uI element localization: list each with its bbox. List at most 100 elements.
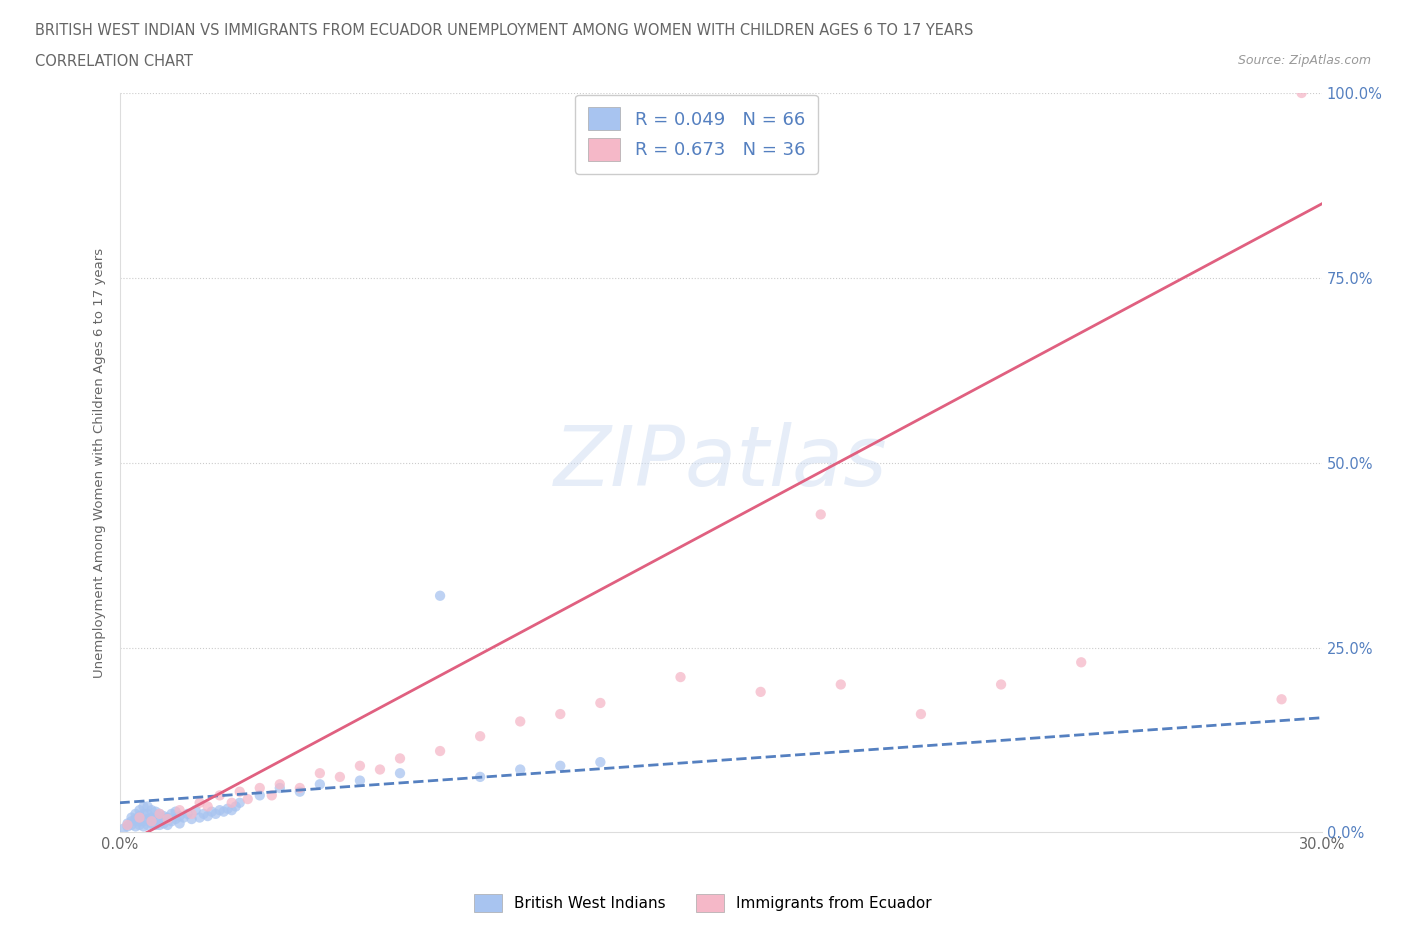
Point (249, 780, 271, 795)
Point (309, 765, 332, 780)
Point (468, 729, 492, 744)
Point (165, 804, 187, 819)
Point (329, 769, 352, 784)
Point (149, 817, 172, 832)
Point (156, 817, 179, 832)
Point (589, 754, 612, 769)
Point (180, 806, 202, 821)
Point (269, 777, 291, 791)
Point (184, 803, 207, 817)
Legend: R = 0.049   N = 66, R = 0.673   N = 36: R = 0.049 N = 66, R = 0.673 N = 36 (575, 95, 818, 174)
Point (1271, 692, 1294, 707)
Point (132, 819, 155, 834)
Point (810, 507, 832, 522)
Point (288, 784, 311, 799)
Point (141, 814, 163, 829)
Point (468, 769, 492, 784)
Point (152, 809, 174, 824)
Point (197, 809, 219, 824)
Point (228, 795, 252, 810)
Point (121, 810, 143, 825)
Point (112, 821, 135, 836)
Point (212, 804, 235, 819)
Point (910, 707, 932, 722)
Point (368, 762, 391, 777)
Point (204, 806, 226, 821)
Point (128, 817, 150, 832)
Point (180, 812, 202, 827)
Point (1070, 655, 1092, 670)
Point (208, 803, 231, 817)
Point (429, 589, 451, 604)
Point (145, 812, 167, 827)
Point (141, 816, 163, 830)
Point (160, 814, 183, 829)
Point (749, 684, 772, 699)
Point (156, 810, 179, 825)
Point (429, 744, 451, 759)
Point (124, 819, 146, 834)
Point (152, 816, 174, 830)
Point (990, 677, 1012, 692)
Point (288, 780, 311, 795)
Point (173, 810, 195, 825)
Point (221, 803, 243, 817)
Point (121, 814, 143, 829)
Point (124, 812, 146, 827)
Point (176, 806, 198, 821)
Point (132, 806, 155, 821)
Text: CORRELATION CHART: CORRELATION CHART (35, 54, 193, 69)
Text: Source: ZipAtlas.com: Source: ZipAtlas.com (1237, 54, 1371, 67)
Point (188, 810, 211, 825)
Point (830, 677, 852, 692)
Point (260, 788, 283, 803)
Point (156, 812, 179, 827)
Point (145, 804, 167, 819)
Point (132, 799, 155, 814)
Y-axis label: Unemployment Among Women with Children Ages 6 to 17 years: Unemployment Among Women with Children A… (93, 247, 107, 678)
Point (669, 670, 692, 684)
Point (141, 810, 163, 825)
Point (589, 696, 612, 711)
Point (128, 810, 150, 825)
Point (550, 707, 572, 722)
Point (128, 814, 150, 829)
Point (149, 806, 172, 821)
Point (188, 795, 211, 810)
Point (117, 816, 139, 830)
Point (236, 791, 259, 806)
Point (388, 765, 412, 780)
Point (141, 803, 163, 817)
Point (169, 803, 191, 817)
Point (349, 773, 371, 788)
Point (136, 806, 159, 821)
Point (136, 812, 159, 827)
Point (269, 780, 291, 795)
Point (225, 799, 247, 814)
Point (117, 819, 139, 834)
Point (145, 817, 167, 832)
Point (124, 806, 146, 821)
Point (169, 809, 191, 824)
Point (160, 806, 183, 821)
Point (149, 806, 172, 821)
Point (217, 802, 239, 817)
Point (149, 814, 172, 829)
Point (550, 758, 572, 773)
Point (509, 762, 531, 777)
Point (388, 751, 412, 766)
Point (1291, 86, 1313, 100)
Point (165, 812, 187, 827)
Point (136, 799, 159, 814)
Text: BRITISH WEST INDIAN VS IMMIGRANTS FROM ECUADOR UNEMPLOYMENT AMONG WOMEN WITH CHI: BRITISH WEST INDIAN VS IMMIGRANTS FROM E… (35, 23, 973, 38)
Point (208, 788, 231, 803)
Point (128, 803, 150, 817)
Text: ZIPatlas: ZIPatlas (554, 422, 887, 503)
Point (509, 714, 531, 729)
Point (121, 817, 143, 832)
Point (221, 795, 243, 810)
Point (117, 817, 139, 832)
Point (128, 809, 150, 824)
Point (197, 799, 219, 814)
Point (136, 817, 159, 832)
